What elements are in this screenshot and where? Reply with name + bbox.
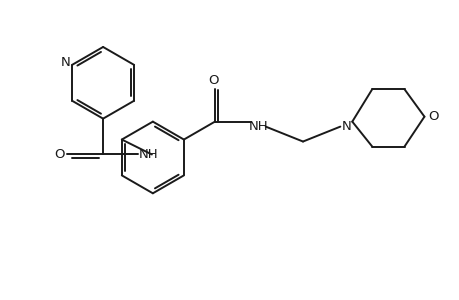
- Text: O: O: [427, 110, 438, 123]
- Text: O: O: [54, 148, 64, 161]
- Text: NH: NH: [139, 148, 158, 161]
- Text: NH: NH: [248, 120, 268, 133]
- Text: N: N: [61, 56, 70, 69]
- Text: N: N: [341, 120, 350, 133]
- Text: O: O: [208, 74, 218, 87]
